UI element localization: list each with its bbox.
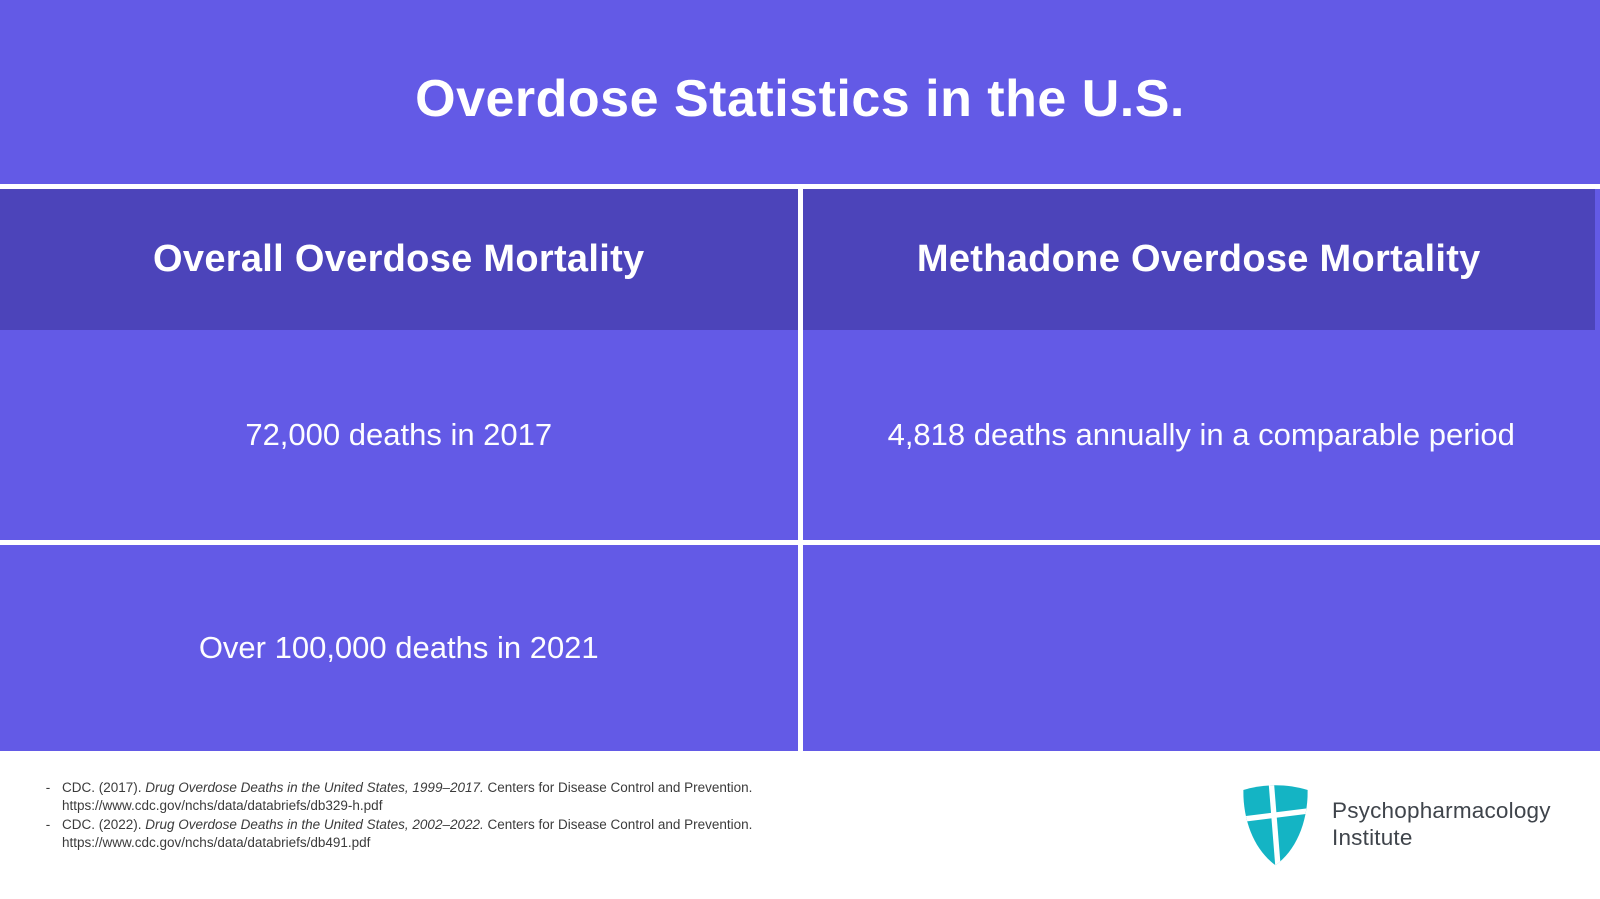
citation-source-title: Drug Overdose Deaths in the United State… <box>145 780 484 795</box>
column-header-overall-overdose: Overall Overdose Mortality <box>0 189 798 330</box>
citation-text: CDC. (2017). Drug Overdose Deaths in the… <box>62 779 756 814</box>
cell-overall-2021: Over 100,000 deaths in 2021 <box>0 545 798 751</box>
cell-methadone-empty <box>802 545 1600 751</box>
logo-line2: Institute <box>1332 825 1413 850</box>
citation-cdc-2017: - CDC. (2017). Drug Overdose Deaths in t… <box>44 779 756 814</box>
statistics-table: Overall Overdose Mortality Methadone Ove… <box>0 184 1600 751</box>
cell-overall-2017: 72,000 deaths in 2017 <box>0 330 798 540</box>
psychopharmacology-institute-logo: Psychopharmacology Institute <box>1238 781 1551 867</box>
citation-cdc-2022: - CDC. (2022). Drug Overdose Deaths in t… <box>44 816 756 851</box>
slide-title: Overdose Statistics in the U.S. <box>415 70 1185 128</box>
citation-prefix: CDC. (2017). <box>62 780 146 795</box>
citations-list: - CDC. (2017). Drug Overdose Deaths in t… <box>44 779 756 853</box>
shield-logo-icon <box>1243 785 1308 866</box>
cell-methadone-annual: 4,818 deaths annually in a comparable pe… <box>802 330 1600 540</box>
citation-suffix: Centers for Disease Control and Preventi… <box>62 817 753 850</box>
column-header-methadone-overdose: Methadone Overdose Mortality <box>802 189 1600 330</box>
citation-prefix: CDC. (2022). <box>62 817 146 832</box>
slide-footer: - CDC. (2017). Drug Overdose Deaths in t… <box>0 751 1600 899</box>
citation-text: CDC. (2022). Drug Overdose Deaths in the… <box>62 816 756 851</box>
logo-line1: Psychopharmacology <box>1332 798 1551 823</box>
citation-bullet: - <box>45 780 51 795</box>
title-band: Overdose Statistics in the U.S. <box>0 0 1600 184</box>
citation-bullet: - <box>45 817 51 832</box>
citation-source-title: Drug Overdose Deaths in the United State… <box>145 817 484 832</box>
citation-suffix: Centers for Disease Control and Preventi… <box>62 780 753 813</box>
logo-wordmark: Psychopharmacology Institute <box>1332 797 1551 851</box>
